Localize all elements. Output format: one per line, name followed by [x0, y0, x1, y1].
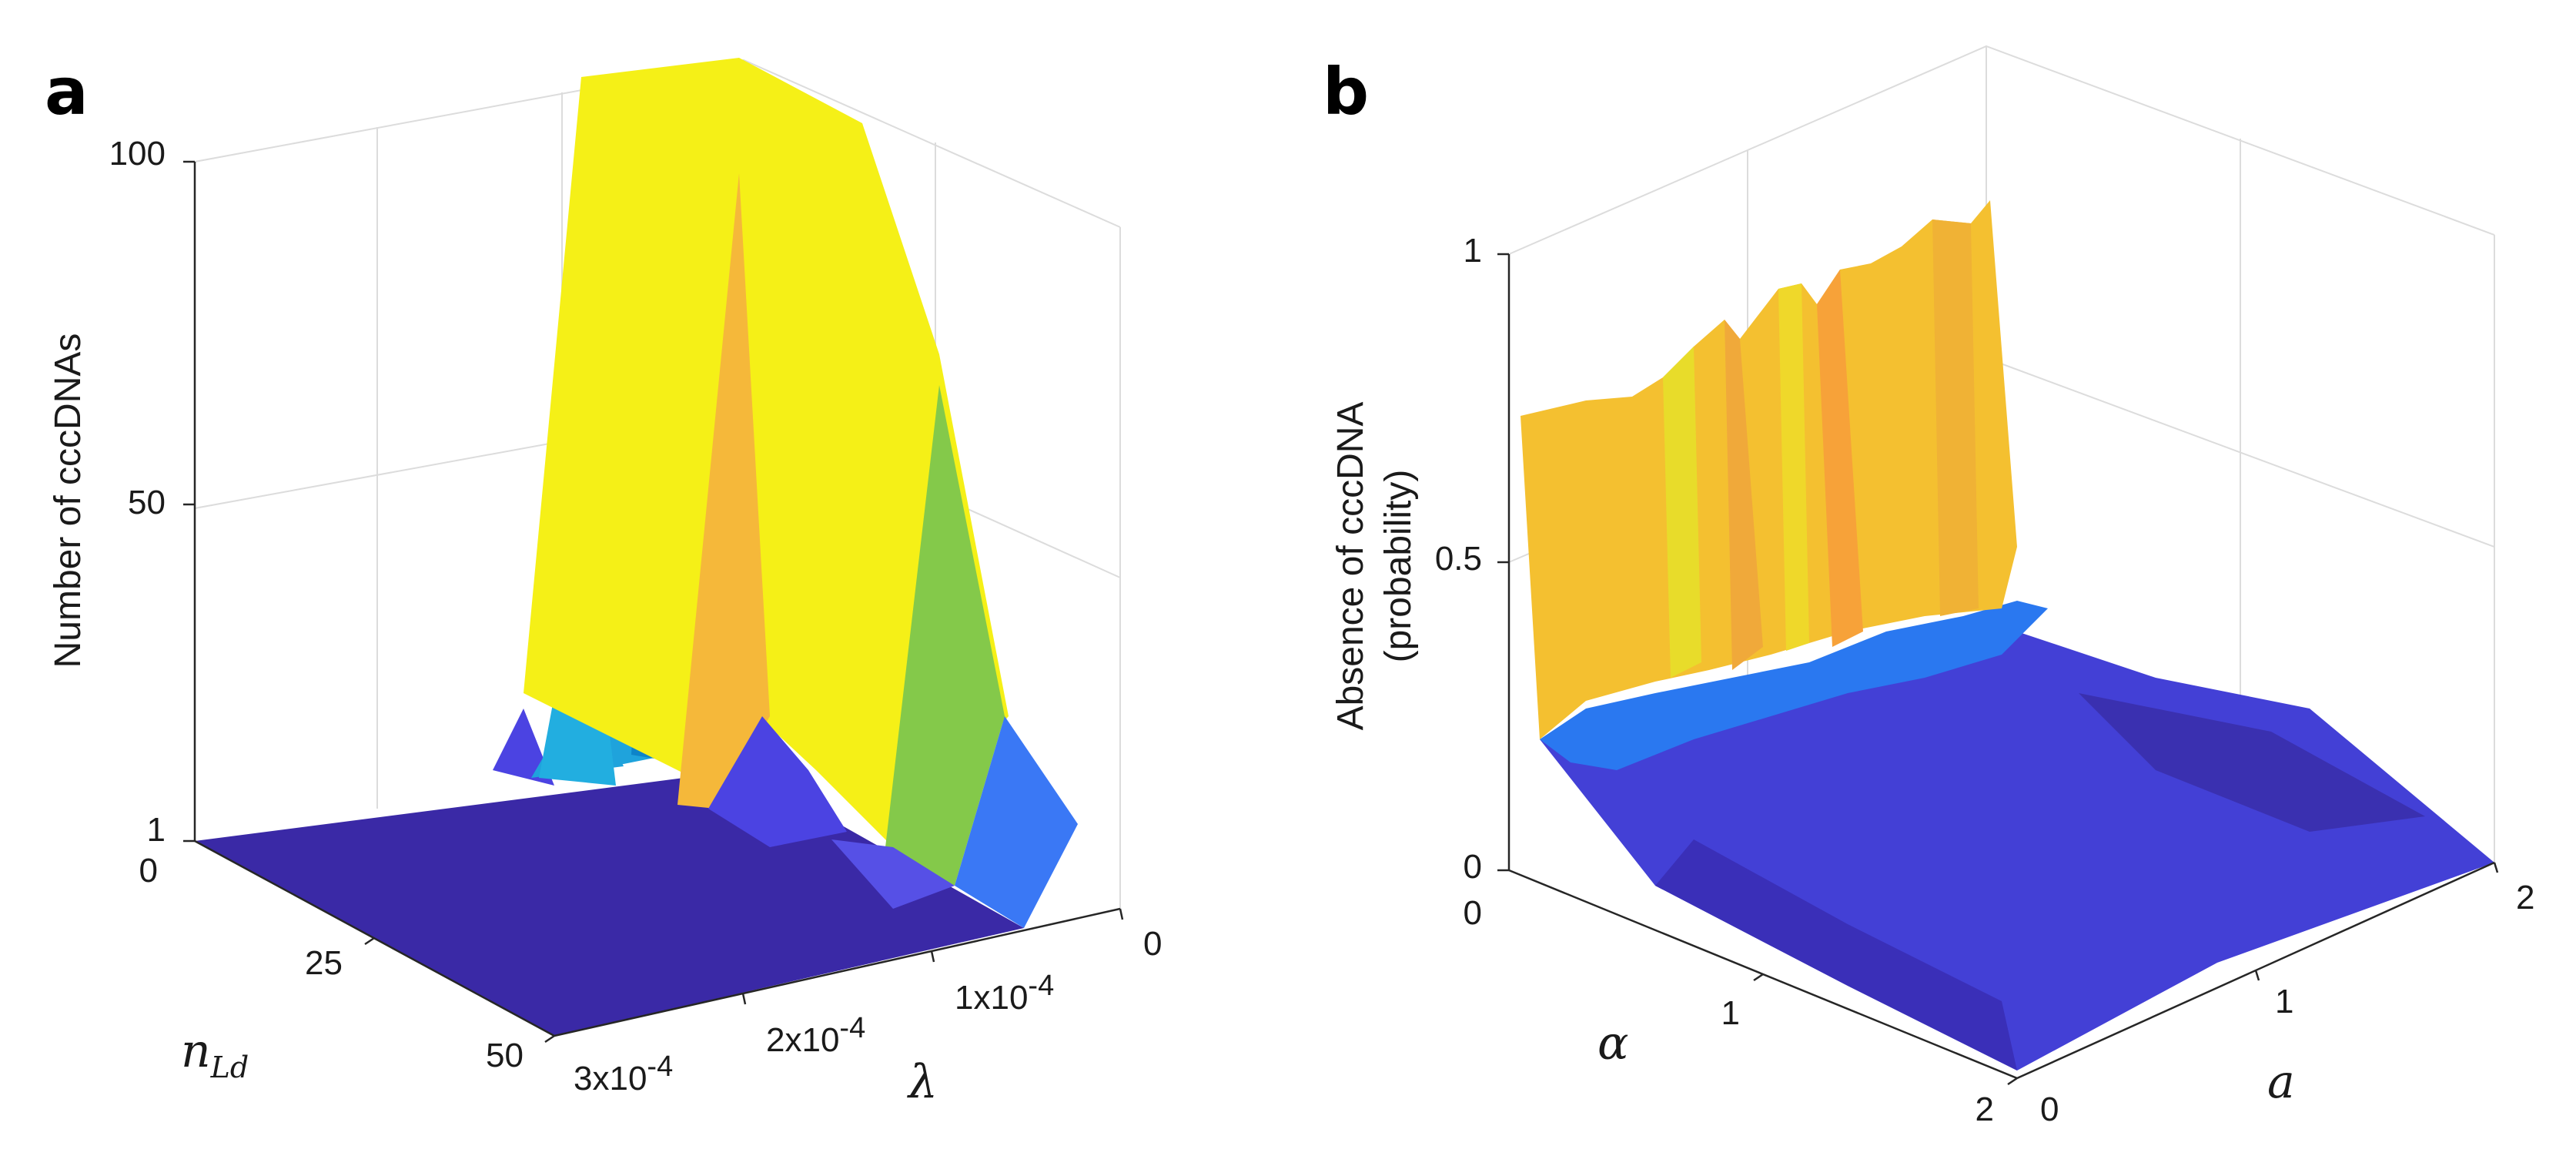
- tick-label-a-y-25: 25: [305, 944, 343, 982]
- panel-b-surface: [1521, 200, 2494, 1071]
- tick-label-a-z-50: 50: [128, 484, 166, 521]
- axis-label-b-z-line1: Absence of cccDNA: [1330, 402, 1371, 731]
- tick-label-a-y-50: 50: [486, 1037, 524, 1074]
- grid-b-top: [1508, 45, 2495, 255]
- axis-label-a-lambda: λ: [907, 1055, 938, 1109]
- surface-a-right-blue: [955, 716, 1078, 928]
- axis-a-lambda: [554, 907, 1121, 1037]
- surface-b-wall-light-2: [1778, 283, 1809, 651]
- surface-b-floor-back: [2079, 693, 2425, 832]
- tick-label-a-x-3: 3x10-4: [574, 1050, 673, 1097]
- tick-a-y-50: [544, 1034, 555, 1044]
- tick-b-y-2: [2007, 1077, 2018, 1086]
- tick-label-b-x-0: 0: [2040, 1091, 2059, 1128]
- tick-label-b-x-2: 2: [2516, 879, 2534, 916]
- tick-label-a-x-0: 0: [1143, 925, 1162, 963]
- tick-label-b-z-05: 0.5: [1435, 540, 1482, 578]
- surface-b-wall-shade-2: [1817, 270, 1863, 647]
- surface-b-floor-dark: [1655, 839, 2017, 1071]
- surface-a-orange-face: [677, 173, 770, 809]
- tick-label-b-y-1: 1: [1721, 994, 1740, 1032]
- tick-a-x-0: [1119, 908, 1124, 920]
- panel-a: a: [45, 54, 1162, 1109]
- tick-label-b-x-1: 1: [2275, 983, 2293, 1020]
- axis-a-nLd: [194, 839, 555, 1037]
- tick-b-x-1: [2254, 970, 2260, 981]
- axis-label-a-z: Number of cccDNAs: [48, 333, 89, 668]
- surface-b-wall-light-1: [1663, 347, 1701, 678]
- axis-label-b-a: a: [2267, 1055, 2295, 1109]
- panel-a-letter: a: [45, 54, 89, 129]
- tick-a-x-1: [930, 950, 935, 963]
- tick-b-y-1: [1753, 973, 1764, 982]
- tick-label-b-y-0: 0: [1464, 894, 1482, 932]
- surface-b-wall: [1521, 200, 2017, 739]
- surface-a-right-low: [831, 839, 955, 909]
- axis-label-a-nLd: nLd: [181, 1024, 249, 1084]
- panel-a-axes: [183, 160, 1124, 1044]
- panel-b-axes: [1497, 253, 2499, 1086]
- tick-b-x-2: [2493, 862, 2499, 873]
- tick-label-a-x-1: 1x10-4: [955, 970, 1054, 1017]
- surface-a-green-face: [885, 385, 1005, 886]
- panel-b-tick-labels: 1 0.5 0 0 1 2 0 1 2: [1435, 232, 2535, 1128]
- panel-a-surface: [195, 58, 1078, 1036]
- tick-a-y-25: [364, 936, 375, 946]
- surface-b-wall-shade-3: [1932, 219, 1979, 616]
- tick-label-a-z-1: 1: [147, 811, 166, 849]
- tick-label-b-z-0: 0: [1464, 848, 1482, 886]
- tick-label-a-x-2: 2x10-4: [766, 1012, 865, 1059]
- panel-b: b: [1323, 45, 2535, 1128]
- surface-b-wall-shade-1: [1725, 320, 1763, 670]
- tick-label-a-y-0: 0: [139, 852, 158, 890]
- axis-label-b-alpha: α: [1597, 1017, 1629, 1071]
- axis-label-b-z-line2: (probability): [1378, 470, 1419, 663]
- surface-a-peak: [524, 58, 1009, 847]
- surface-b-ridge-blue: [1540, 601, 2048, 770]
- tick-label-a-z-100: 100: [109, 135, 166, 173]
- panel-a-tick-labels: 100 50 1 0 25 50 0 1x10-4 2x10-4 3x10-4: [109, 135, 1163, 1097]
- surface-a-blue-mid: [708, 716, 847, 847]
- tick-a-x-2: [741, 993, 747, 1005]
- panel-b-letter: b: [1323, 54, 1369, 129]
- tick-label-b-z-1: 1: [1464, 232, 1482, 270]
- tick-label-b-y-2: 2: [1975, 1091, 1994, 1128]
